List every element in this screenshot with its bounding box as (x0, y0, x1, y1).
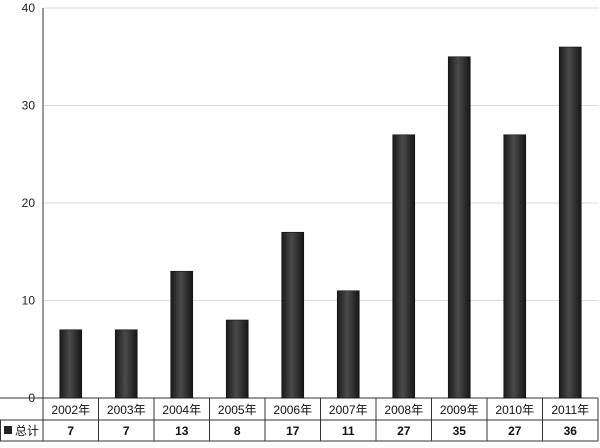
x-tick-label: 2006年 (273, 403, 312, 417)
legend-label: 总计 (15, 424, 39, 438)
y-tick-label: 10 (22, 294, 36, 308)
data-table: 2002年 2003年 2004年 2005年 2006年 2007年 2008年 2009年… (0, 398, 599, 442)
x-tick-label: 2010年 (495, 403, 534, 417)
data-value-label: 7 (67, 424, 74, 438)
data-value-label: 27 (397, 424, 411, 438)
x-tick-label: 2007年 (329, 403, 368, 417)
x-tick-label: 2009年 (440, 403, 479, 417)
bar-2008年 (392, 134, 416, 399)
y-tick-label: 30 (22, 99, 36, 113)
bar-2011年 (558, 46, 582, 399)
x-tick-label: 2008年 (384, 403, 423, 417)
data-value-label: 27 (508, 424, 522, 438)
bar-2004年 (170, 270, 194, 399)
data-value-label: 35 (453, 424, 467, 438)
legend-swatch (4, 426, 12, 434)
x-tick-label: 2004年 (162, 403, 201, 417)
data-value-label: 36 (564, 424, 578, 438)
y-tick-label: 40 (22, 1, 36, 15)
bar-2009年 (447, 56, 471, 399)
y-tick-label: 20 (22, 196, 36, 210)
bar-2003年 (114, 329, 138, 399)
x-tick-label: 2002年 (51, 403, 90, 417)
bar-2006年 (281, 231, 305, 399)
x-tick-label: 2011年 (551, 403, 589, 417)
bars (59, 46, 582, 399)
bar-2005年 (225, 319, 249, 399)
data-value-label: 11 (342, 424, 355, 438)
x-tick-label: 2005年 (218, 403, 257, 417)
x-tick-label: 2003年 (107, 403, 146, 417)
bar-2002年 (59, 329, 83, 399)
data-value-label: 8 (234, 424, 241, 438)
bar-2010年 (503, 134, 527, 399)
data-value-label: 7 (123, 424, 130, 438)
data-value-label: 17 (286, 424, 300, 438)
data-value-label: 13 (175, 424, 189, 438)
bar-2007年 (336, 290, 360, 399)
